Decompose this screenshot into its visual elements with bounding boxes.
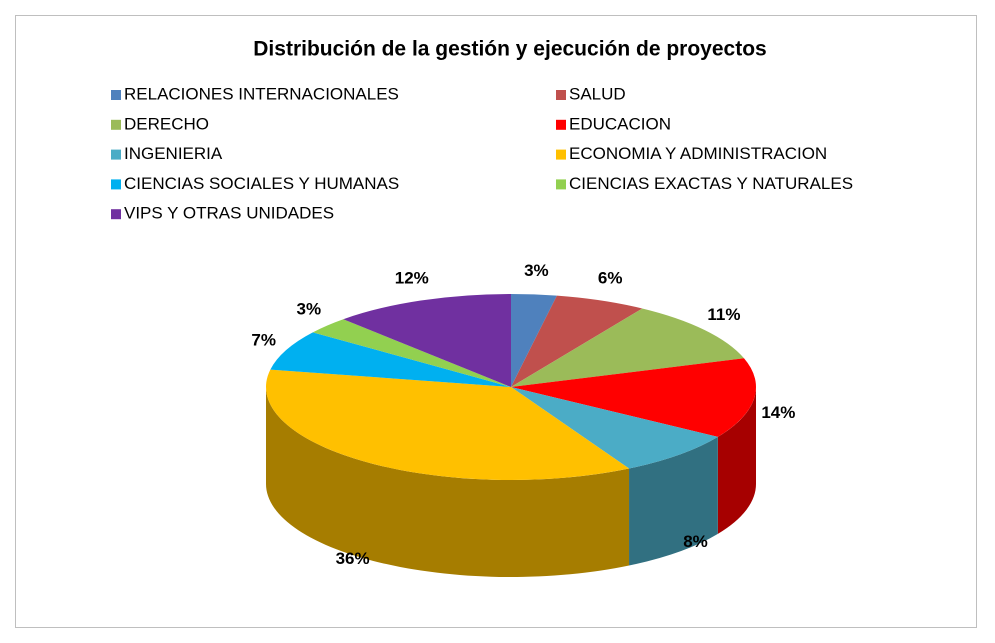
slice — [343, 294, 511, 387]
legend-swatch — [556, 179, 566, 190]
legend-swatch — [111, 179, 121, 190]
slice — [511, 387, 718, 469]
legend-label: VIPS Y OTRAS UNIDADES — [124, 204, 334, 223]
legend-label: DERECHO — [124, 114, 209, 133]
slice-side — [629, 436, 718, 566]
data-label: 3% — [297, 300, 322, 319]
data-label: 14% — [761, 403, 795, 422]
slice — [270, 332, 511, 387]
slice — [511, 294, 557, 387]
data-label: 36% — [336, 549, 370, 568]
legend-label: CIENCIAS SOCIALES Y HUMANAS — [124, 174, 399, 193]
data-label: 3% — [524, 261, 549, 280]
data-label: 6% — [598, 268, 623, 287]
legend-label: ECONOMIA Y ADMINISTRACION — [569, 144, 827, 163]
legend-label: INGENIERIA — [124, 144, 223, 163]
legend-label: EDUCACION — [569, 114, 671, 133]
legend-swatch — [556, 149, 566, 160]
legend-label: RELACIONES INTERNACIONALES — [124, 84, 399, 103]
legend-swatch — [111, 90, 121, 100]
legend-swatch — [111, 149, 121, 160]
slice — [312, 319, 511, 387]
legend-swatch — [111, 119, 121, 130]
data-label: 7% — [251, 330, 276, 349]
slice-side — [717, 387, 756, 534]
slice — [266, 369, 630, 480]
legend-swatch — [111, 209, 121, 220]
slice — [511, 295, 643, 387]
data-label: 8% — [683, 532, 708, 551]
legend-swatch — [556, 119, 566, 130]
data-label: 12% — [395, 268, 429, 287]
legend-label: CIENCIAS EXACTAS Y NATURALES — [569, 174, 853, 193]
chart-title: Distribución de la gestión y ejecución d… — [253, 38, 766, 61]
legend-swatch — [556, 90, 566, 100]
slice — [511, 358, 756, 437]
data-label: 11% — [707, 305, 740, 324]
slice-side — [266, 387, 630, 578]
legend-label: SALUD — [569, 84, 626, 103]
slice — [511, 308, 745, 387]
